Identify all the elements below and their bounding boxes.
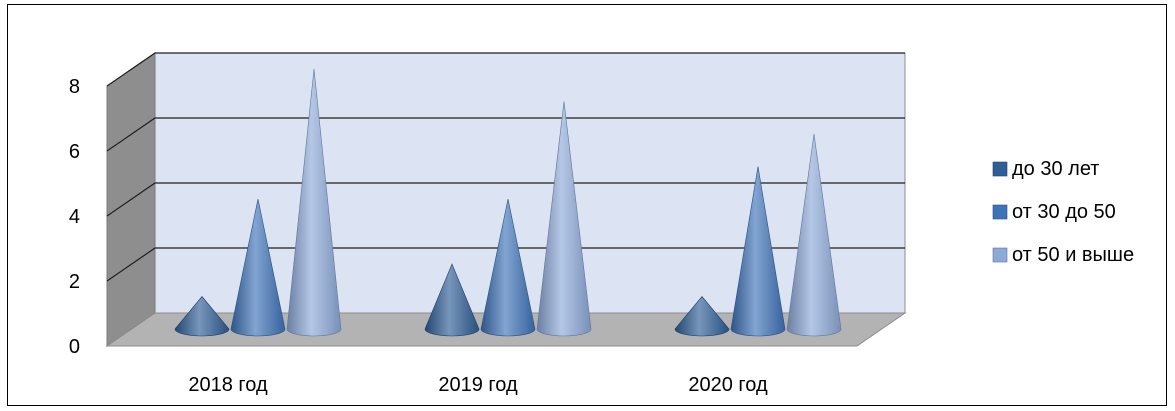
legend-item-3: от 50 и выше	[992, 244, 1134, 266]
gridline	[106, 52, 905, 87]
y-tick-label: 2	[69, 271, 80, 293]
legend-swatch	[992, 247, 1008, 263]
cone-2-3	[730, 166, 786, 337]
legend: до 30 лет от 30 до 50 от 50 и выше	[992, 158, 1134, 266]
y-axis: 0 2 4 6 8	[69, 76, 80, 358]
cone-1-3	[674, 296, 730, 337]
gridline	[106, 247, 905, 282]
legend-label: до 30 лет	[1012, 158, 1099, 180]
cone-1-2	[424, 263, 480, 337]
data-marks	[174, 68, 842, 337]
legend-label: от 30 до 50	[1012, 201, 1116, 223]
cone-2-2	[480, 198, 536, 337]
y-tick-label: 4	[69, 206, 80, 228]
cone-1-1	[174, 296, 230, 337]
x-tick-label: 2018 год	[188, 374, 268, 396]
gridline	[106, 182, 905, 217]
cone-3-2	[536, 101, 592, 337]
legend-item-2: от 30 до 50	[992, 201, 1116, 223]
x-tick-label: 2019 год	[438, 374, 518, 396]
cone-3-3	[786, 133, 842, 337]
y-tick-label: 6	[69, 141, 80, 163]
gridlines	[106, 52, 905, 282]
x-tick-label: 2020 год	[688, 374, 768, 396]
legend-label: от 50 и выше	[1012, 244, 1134, 266]
cone-2-1	[230, 198, 286, 337]
legend-swatch	[992, 204, 1008, 220]
y-tick-label: 8	[69, 76, 80, 98]
legend-item-1: до 30 лет	[992, 158, 1099, 180]
x-axis: 2018 год 2019 год 2020 год	[188, 374, 768, 396]
legend-swatch	[992, 161, 1008, 177]
cone-3-1	[286, 68, 342, 337]
y-tick-label: 0	[69, 336, 80, 358]
gridline	[106, 117, 905, 152]
